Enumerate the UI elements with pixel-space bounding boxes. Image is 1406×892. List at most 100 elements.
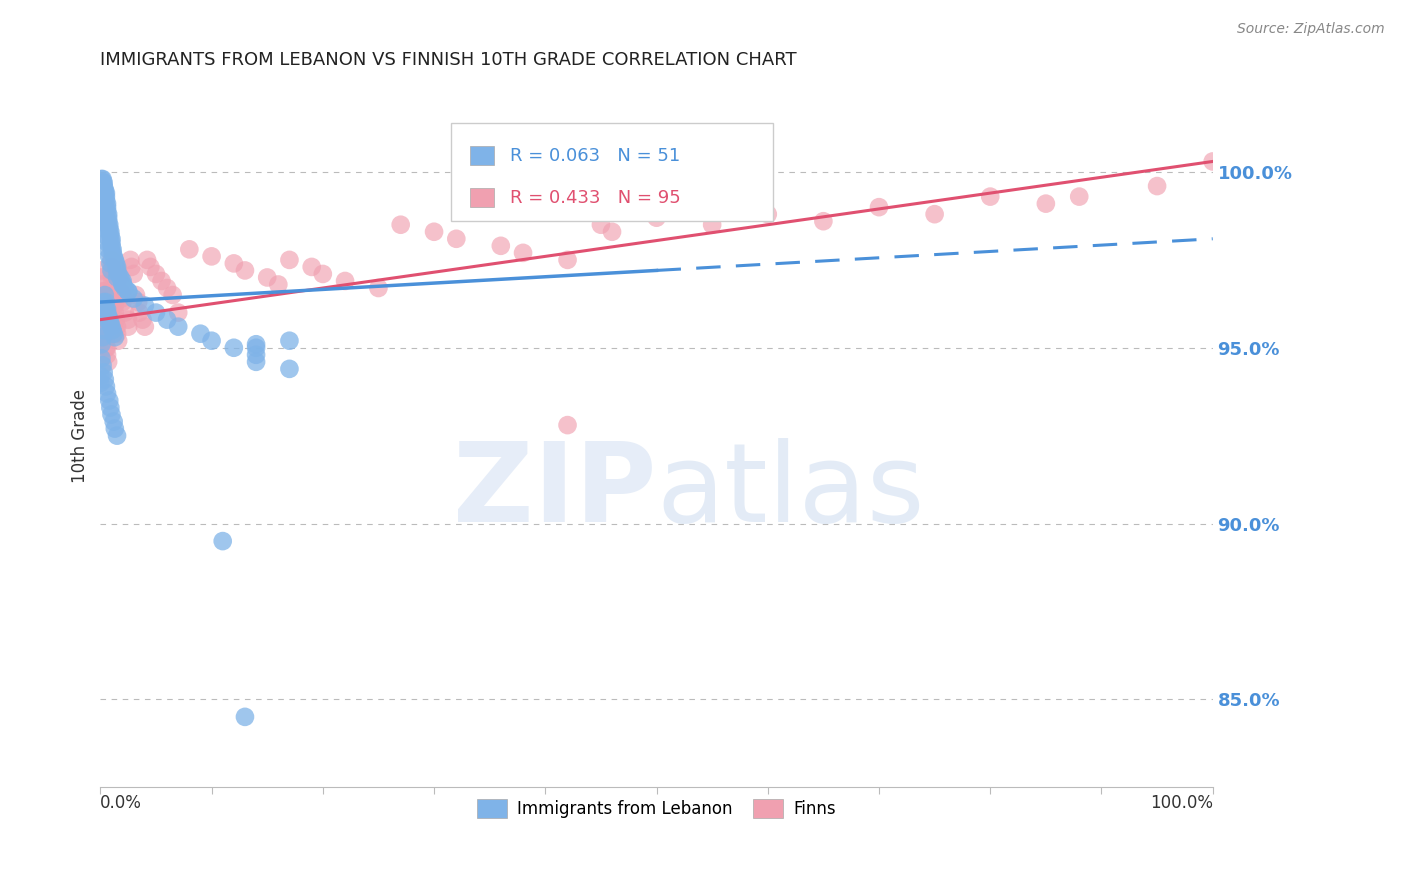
Point [233, 263, 256, 277]
Point [645, 211, 668, 225]
Point [100, 263, 122, 277]
Point [389, 218, 412, 232]
Point [104, 256, 127, 270]
Point [96, 235, 118, 250]
Point [91, 200, 114, 214]
Point [105, 319, 128, 334]
Text: IMMIGRANTS FROM LEBANON VS FINNISH 10TH GRADE CORRELATION CHART: IMMIGRANTS FROM LEBANON VS FINNISH 10TH … [100, 51, 797, 69]
Point [91, 186, 114, 200]
Point [100, 252, 122, 267]
Point [96, 302, 118, 317]
Text: 0.0%: 0.0% [100, 794, 142, 813]
Point [756, 207, 779, 221]
Text: R = 0.063   N = 51: R = 0.063 N = 51 [510, 146, 681, 164]
Text: 100.0%: 100.0% [1150, 794, 1213, 813]
Point [100, 239, 122, 253]
Point [89, 368, 111, 383]
Point [120, 252, 142, 267]
Point [104, 330, 127, 344]
Point [702, 218, 724, 232]
Point [100, 232, 122, 246]
Point [91, 176, 114, 190]
Point [139, 260, 162, 274]
Point [278, 362, 301, 376]
Point [96, 203, 118, 218]
Text: Source: ZipAtlas.com: Source: ZipAtlas.com [1237, 22, 1385, 37]
Point [150, 274, 173, 288]
Point [94, 299, 117, 313]
Point [98, 228, 121, 243]
Point [94, 295, 117, 310]
Point [94, 186, 117, 200]
Point [167, 319, 190, 334]
Point [90, 263, 112, 277]
Point [100, 235, 122, 250]
Point [91, 359, 114, 373]
Point [222, 256, 245, 270]
Point [105, 326, 128, 341]
Point [512, 245, 534, 260]
Point [145, 267, 167, 281]
Legend: Immigrants from Lebanon, Finns: Immigrants from Lebanon, Finns [471, 792, 842, 824]
Point [136, 252, 159, 267]
Point [245, 355, 267, 369]
Point [89, 376, 111, 390]
Point [101, 243, 124, 257]
Point [98, 393, 121, 408]
Point [1146, 179, 1168, 194]
Point [94, 379, 117, 393]
Point [117, 285, 139, 299]
Point [90, 172, 112, 186]
Point [91, 277, 114, 292]
Point [127, 295, 149, 310]
Point [91, 193, 114, 207]
Text: ZIP: ZIP [453, 438, 657, 545]
Point [111, 274, 134, 288]
Point [97, 355, 120, 369]
Point [93, 183, 115, 197]
Point [104, 312, 127, 326]
Point [93, 305, 115, 319]
Point [423, 225, 446, 239]
Point [94, 221, 117, 235]
Point [94, 319, 117, 334]
Point [96, 200, 118, 214]
Point [91, 330, 114, 344]
Point [91, 172, 114, 186]
Point [98, 295, 121, 310]
Point [98, 316, 121, 330]
Point [94, 288, 117, 302]
Point [100, 267, 122, 281]
Point [101, 281, 124, 295]
Point [114, 281, 136, 295]
Point [245, 337, 267, 351]
Point [94, 186, 117, 200]
Point [101, 274, 124, 288]
Point [93, 365, 115, 379]
Point [97, 211, 120, 225]
Point [122, 292, 145, 306]
Point [98, 312, 121, 326]
Point [108, 270, 131, 285]
Point [97, 309, 120, 323]
Point [94, 193, 117, 207]
Point [101, 323, 124, 337]
FancyBboxPatch shape [451, 123, 773, 221]
Point [111, 277, 134, 292]
Point [94, 305, 117, 319]
Point [90, 270, 112, 285]
Point [100, 260, 122, 274]
Point [93, 176, 115, 190]
Point [93, 323, 115, 337]
Point [96, 348, 118, 362]
Point [190, 326, 212, 341]
Point [145, 305, 167, 319]
Point [134, 319, 156, 334]
Point [100, 319, 122, 334]
Point [93, 299, 115, 313]
Point [104, 299, 127, 313]
Point [128, 305, 150, 319]
Point [110, 285, 132, 299]
Point [98, 316, 121, 330]
Point [333, 274, 356, 288]
